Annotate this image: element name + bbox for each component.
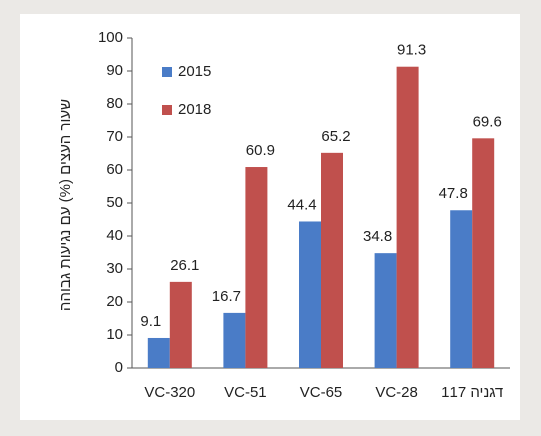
bar — [321, 152, 343, 368]
y-tick-label: 10 — [106, 326, 123, 343]
bar — [450, 210, 473, 368]
x-tick-label: VC-51 — [224, 384, 267, 401]
y-tick-label: 60 — [106, 161, 123, 178]
bar — [472, 138, 495, 368]
y-tick-label: 40 — [106, 227, 123, 244]
bar — [299, 221, 321, 368]
bar — [147, 337, 170, 368]
y-tick-label: 30 — [106, 260, 123, 277]
y-tick-label: 0 — [115, 359, 123, 376]
y-tick-label: 90 — [106, 62, 123, 79]
data-label: 47.8 — [439, 185, 468, 202]
panel — [20, 14, 520, 420]
y-tick-label: 50 — [106, 194, 123, 211]
legend-label: 2015 — [178, 63, 211, 80]
y-tick-label: 70 — [106, 128, 123, 145]
data-label: 26.1 — [170, 257, 199, 274]
data-label: 60.9 — [246, 142, 275, 159]
x-tick-label: VC-65 — [300, 384, 343, 401]
data-label: 16.7 — [212, 288, 241, 305]
data-label: 34.8 — [363, 228, 392, 245]
data-label: 44.4 — [287, 196, 316, 213]
y-tick-label: 20 — [106, 293, 123, 310]
x-tick-label: VC-320 — [144, 384, 195, 401]
x-tick-label: VC-28 — [375, 384, 418, 401]
bar — [374, 253, 397, 368]
y-axis-label: שעור העצים (%) עם נגיעות גבוהה — [57, 99, 74, 311]
data-label: 65.2 — [321, 128, 350, 145]
bar — [396, 66, 419, 369]
x-tick-label: דגניה 117 — [441, 384, 503, 401]
bar — [169, 281, 192, 368]
legend-swatch — [162, 67, 172, 77]
bar — [223, 312, 246, 368]
y-tick-label: 80 — [106, 95, 123, 112]
data-label: 91.3 — [397, 42, 426, 59]
legend-label: 2018 — [178, 101, 211, 118]
data-label: 69.6 — [473, 113, 502, 130]
legend-swatch — [162, 105, 172, 115]
data-label: 9.1 — [140, 313, 161, 330]
bar — [245, 167, 268, 368]
y-tick-label: 100 — [98, 29, 123, 46]
